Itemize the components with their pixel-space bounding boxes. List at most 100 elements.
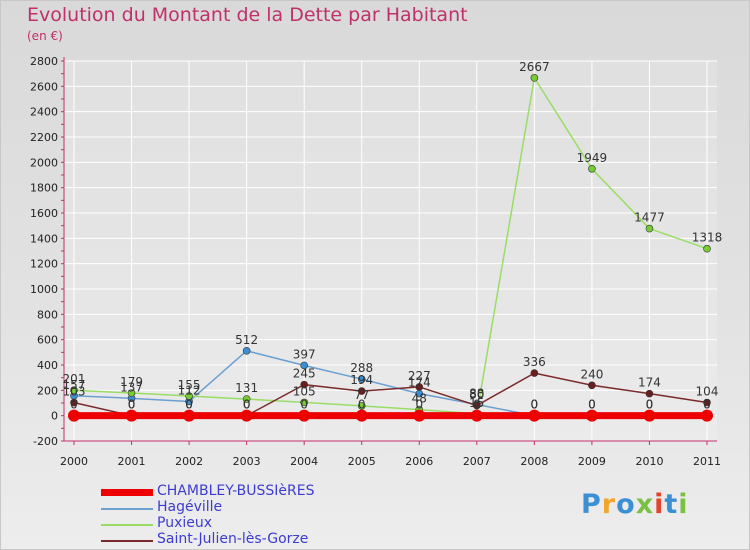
data-label-2: 2667 (519, 60, 550, 74)
data-label-3: 174 (638, 376, 661, 390)
data-point-0 (183, 409, 196, 422)
data-point-0 (68, 409, 80, 422)
data-point-0 (701, 409, 713, 422)
logo-letter: o (616, 489, 636, 520)
y-tick-label: 1400 (30, 232, 58, 245)
y-tick-label: 1600 (30, 207, 58, 220)
legend-label-saint-julien: Saint-Julien-lès-Gorze (157, 531, 309, 547)
data-point-0 (585, 409, 598, 422)
data-point-1 (300, 361, 308, 370)
data-label-0: 0 (185, 398, 193, 412)
y-tick-label: 200 (37, 384, 58, 397)
y-tick-label: 1800 (30, 182, 58, 195)
data-point-2 (70, 386, 78, 395)
y-tick-label: 1200 (30, 258, 58, 271)
y-tick-label: 1000 (30, 283, 58, 296)
data-label-0: 0 (70, 398, 78, 412)
data-label-3: 245 (293, 367, 316, 381)
x-tick-label: 2007 (463, 455, 491, 468)
x-tick-label: 2006 (405, 455, 433, 468)
data-point-2 (127, 389, 136, 397)
logo-letter: r (601, 489, 617, 520)
data-label-1: 288 (350, 361, 373, 375)
data-point-2 (703, 244, 711, 253)
data-point-2 (357, 402, 366, 410)
data-label-1: 0 (703, 398, 711, 412)
legend-swatch-chambley (101, 489, 153, 496)
data-label-2: 1949 (577, 151, 608, 165)
data-label-0: 0 (358, 398, 366, 412)
series-line-2 (73, 77, 708, 415)
data-label-3: 336 (523, 355, 546, 369)
data-label-3: 104 (696, 384, 719, 398)
data-label-0: 0 (128, 398, 136, 412)
data-label-2: 1477 (634, 211, 665, 225)
x-tick-label: 2004 (290, 455, 318, 468)
line-chart: -200020040060080010001200140016001800200… (30, 55, 723, 468)
data-point-3 (703, 398, 711, 407)
plot-area (64, 61, 717, 441)
x-tick-label: 2010 (635, 455, 663, 468)
logo-letter: i (678, 489, 689, 520)
data-point-1 (357, 375, 366, 383)
chart-subtitle: (en €) (27, 29, 63, 43)
data-label-1: 0 (531, 398, 539, 412)
data-point-0 (355, 409, 368, 422)
y-tick-label: 400 (37, 359, 58, 372)
logo-letter: i (654, 489, 665, 520)
data-label-3: 240 (580, 367, 603, 381)
y-tick-label: 2000 (30, 156, 58, 169)
data-point-0 (528, 409, 541, 422)
data-label-2: 105 (293, 384, 316, 398)
y-tick-label: 2600 (30, 80, 58, 93)
y-tick-label: 2800 (30, 55, 58, 68)
y-tick-label: 2400 (30, 106, 58, 119)
data-point-2 (588, 164, 596, 173)
data-label-2: 48 (412, 392, 427, 406)
data-label-1: 0 (588, 398, 596, 412)
legend-swatch-hageville (101, 508, 153, 510)
legend-label-puxieux: Puxieux (157, 515, 213, 531)
data-point-2 (645, 224, 654, 233)
legend-label-hageville: Hagéville (157, 499, 223, 515)
data-label-1: 112 (178, 383, 201, 397)
x-tick-label: 2003 (233, 455, 261, 468)
data-point-2 (185, 392, 193, 400)
x-tick-label: 2002 (175, 455, 203, 468)
data-point-3 (473, 401, 481, 410)
data-label-0: 0 (588, 398, 596, 412)
data-point-2 (242, 395, 251, 403)
data-point-2 (530, 74, 539, 82)
data-point-0 (643, 409, 656, 422)
data-label-2: 1318 (692, 231, 723, 245)
y-tick-label: 800 (37, 308, 58, 321)
legend-swatch-puxieux (101, 524, 153, 526)
data-point-0 (470, 409, 483, 422)
logo-letter: t (664, 489, 679, 520)
legend-swatch-saint-julien (101, 540, 153, 542)
data-label-1: 174 (408, 376, 431, 390)
data-label-3: 80 (469, 388, 484, 402)
data-label-0: 0 (243, 398, 251, 412)
x-tick-label: 2000 (60, 455, 88, 468)
data-point-3 (357, 387, 366, 395)
logo-letter: x (635, 489, 655, 520)
data-label-3: 0 (128, 398, 136, 412)
data-label-0: 0 (531, 398, 539, 412)
data-point-2 (300, 398, 308, 407)
data-label-2: 201 (63, 372, 86, 386)
data-label-0: 0 (646, 398, 654, 412)
x-tick-label: 2001 (118, 455, 146, 468)
x-tick-label: 2011 (693, 455, 721, 468)
x-tick-label: 2005 (348, 455, 376, 468)
y-tick-label: -200 (33, 435, 58, 448)
data-label-2: 179 (120, 375, 143, 389)
data-label-3: 0 (185, 398, 193, 412)
data-label-0: 0 (300, 398, 308, 412)
data-point-0 (125, 409, 138, 422)
data-label-1: 397 (293, 347, 316, 361)
legend-label-chambley: CHAMBLEY-BUSSIèRES (157, 483, 315, 499)
data-label-3: 227 (408, 369, 431, 383)
proxiti-logo: Proxiti (581, 489, 689, 520)
